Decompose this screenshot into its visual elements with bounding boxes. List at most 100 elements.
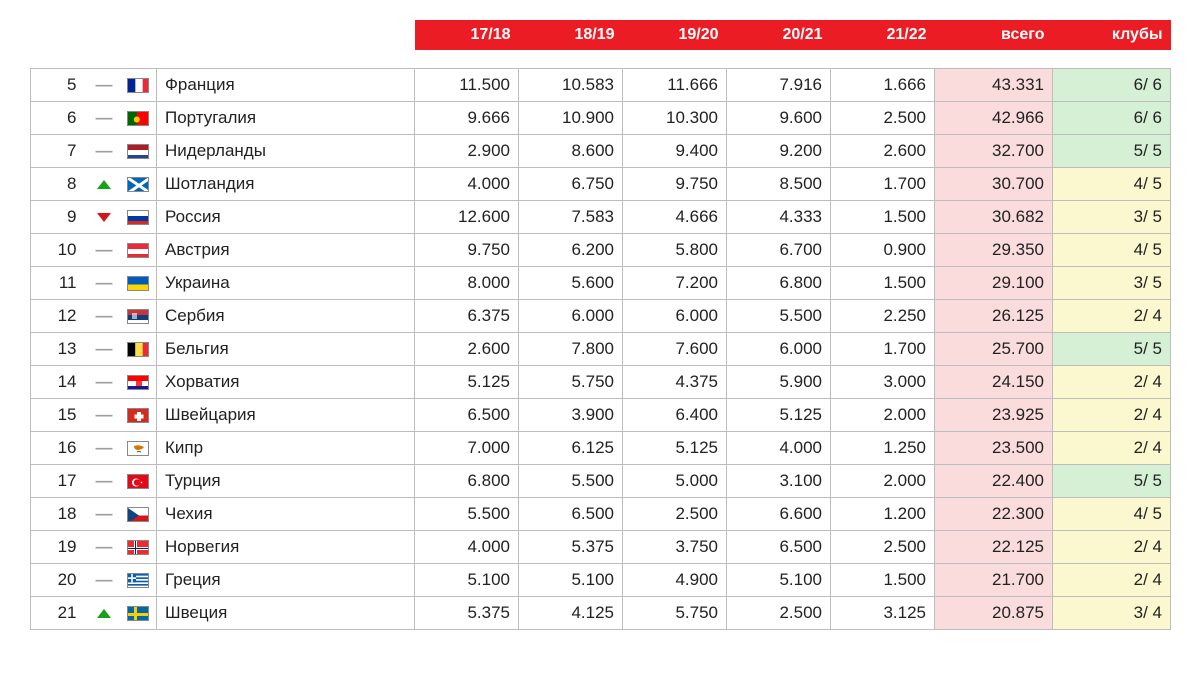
flag-icon xyxy=(127,243,149,258)
header-row: 17/18 18/19 19/20 20/21 21/22 всего клуб… xyxy=(31,20,1171,50)
season-cell: 9.750 xyxy=(623,168,727,201)
col-s2: 18/19 xyxy=(519,20,623,50)
season-cell: 2.900 xyxy=(415,135,519,168)
move-same-icon: — xyxy=(96,306,112,325)
rank-cell: 11 xyxy=(31,267,87,300)
table-row: 7—Нидерланды2.9008.6009.4009.2002.60032.… xyxy=(31,135,1171,168)
country-cell: Нидерланды xyxy=(157,135,415,168)
clubs-cell: 5/ 5 xyxy=(1053,465,1171,498)
table-row: 21Швеция5.3754.1255.7502.5003.12520.8753… xyxy=(31,597,1171,630)
flag-icon xyxy=(127,210,149,225)
total-cell: 22.300 xyxy=(935,498,1053,531)
season-cell: 6.200 xyxy=(519,234,623,267)
coefficients-table: 17/18 18/19 19/20 20/21 21/22 всего клуб… xyxy=(30,20,1171,630)
total-cell: 29.100 xyxy=(935,267,1053,300)
season-cell: 2.600 xyxy=(831,135,935,168)
country-cell: Франция xyxy=(157,69,415,102)
flag-cell xyxy=(121,333,157,366)
rank-cell: 17 xyxy=(31,465,87,498)
clubs-cell: 3/ 5 xyxy=(1053,267,1171,300)
country-name: Нидерланды xyxy=(165,141,266,160)
table-row: 6—Португалия9.66610.90010.3009.6002.5004… xyxy=(31,102,1171,135)
season-cell: 5.100 xyxy=(415,564,519,597)
season-cell: 3.100 xyxy=(727,465,831,498)
country-name: Шотландия xyxy=(165,174,254,193)
country-name: Франция xyxy=(165,75,235,94)
season-cell: 1.500 xyxy=(831,267,935,300)
season-cell: 8.500 xyxy=(727,168,831,201)
move-same-icon: — xyxy=(96,339,112,358)
season-cell: 9.600 xyxy=(727,102,831,135)
season-cell: 5.500 xyxy=(727,300,831,333)
season-cell: 4.000 xyxy=(415,531,519,564)
season-cell: 6.500 xyxy=(727,531,831,564)
country-name: Хорватия xyxy=(165,372,239,391)
total-cell: 30.700 xyxy=(935,168,1053,201)
season-cell: 2.000 xyxy=(831,399,935,432)
country-cell: Россия xyxy=(157,201,415,234)
rank-cell: 18 xyxy=(31,498,87,531)
flag-icon xyxy=(127,540,149,555)
clubs-cell: 2/ 4 xyxy=(1053,300,1171,333)
rank-cell: 15 xyxy=(31,399,87,432)
clubs-cell: 3/ 5 xyxy=(1053,201,1171,234)
total-cell: 42.966 xyxy=(935,102,1053,135)
country-name: Португалия xyxy=(165,108,256,127)
season-cell: 6.375 xyxy=(415,300,519,333)
table-row: 13—Бельгия2.6007.8007.6006.0001.70025.70… xyxy=(31,333,1171,366)
table-row: 5—Франция11.50010.58311.6667.9161.66643.… xyxy=(31,69,1171,102)
move-cell: — xyxy=(87,102,121,135)
season-cell: 5.750 xyxy=(623,597,727,630)
clubs-cell: 4/ 5 xyxy=(1053,234,1171,267)
season-cell: 5.600 xyxy=(519,267,623,300)
col-s5: 21/22 xyxy=(831,20,935,50)
move-up-icon xyxy=(97,609,111,618)
season-cell: 6.800 xyxy=(415,465,519,498)
season-cell: 11.666 xyxy=(623,69,727,102)
col-s3: 19/20 xyxy=(623,20,727,50)
table-row: 14—Хорватия5.1255.7504.3755.9003.00024.1… xyxy=(31,366,1171,399)
move-down-icon xyxy=(97,213,111,222)
season-cell: 4.000 xyxy=(415,168,519,201)
season-cell: 2.500 xyxy=(831,102,935,135)
table-row: 17—Турция6.8005.5005.0003.1002.00022.400… xyxy=(31,465,1171,498)
flag-cell xyxy=(121,564,157,597)
rank-cell: 7 xyxy=(31,135,87,168)
flag-icon xyxy=(127,474,149,489)
table-row: 10—Австрия9.7506.2005.8006.7000.90029.35… xyxy=(31,234,1171,267)
season-cell: 10.900 xyxy=(519,102,623,135)
season-cell: 8.600 xyxy=(519,135,623,168)
move-cell: — xyxy=(87,267,121,300)
move-same-icon: — xyxy=(96,504,112,523)
move-cell: — xyxy=(87,234,121,267)
total-cell: 43.331 xyxy=(935,69,1053,102)
flag-cell xyxy=(121,201,157,234)
move-cell xyxy=(87,597,121,630)
flag-icon xyxy=(127,441,149,456)
clubs-cell: 3/ 4 xyxy=(1053,597,1171,630)
total-cell: 23.500 xyxy=(935,432,1053,465)
season-cell: 5.125 xyxy=(623,432,727,465)
country-cell: Шотландия xyxy=(157,168,415,201)
season-cell: 6.000 xyxy=(519,300,623,333)
season-cell: 9.200 xyxy=(727,135,831,168)
table-row: 11—Украина8.0005.6007.2006.8001.50029.10… xyxy=(31,267,1171,300)
season-cell: 7.000 xyxy=(415,432,519,465)
clubs-cell: 2/ 4 xyxy=(1053,366,1171,399)
total-cell: 30.682 xyxy=(935,201,1053,234)
flag-cell xyxy=(121,498,157,531)
total-cell: 25.700 xyxy=(935,333,1053,366)
country-name: Австрия xyxy=(165,240,230,259)
clubs-cell: 6/ 6 xyxy=(1053,102,1171,135)
country-name: Норвегия xyxy=(165,537,239,556)
season-cell: 4.666 xyxy=(623,201,727,234)
flag-icon xyxy=(127,507,149,522)
season-cell: 6.000 xyxy=(623,300,727,333)
total-cell: 26.125 xyxy=(935,300,1053,333)
flag-cell xyxy=(121,267,157,300)
header-blank xyxy=(31,20,415,50)
season-cell: 4.900 xyxy=(623,564,727,597)
rank-cell: 12 xyxy=(31,300,87,333)
flag-cell xyxy=(121,366,157,399)
flag-cell xyxy=(121,102,157,135)
